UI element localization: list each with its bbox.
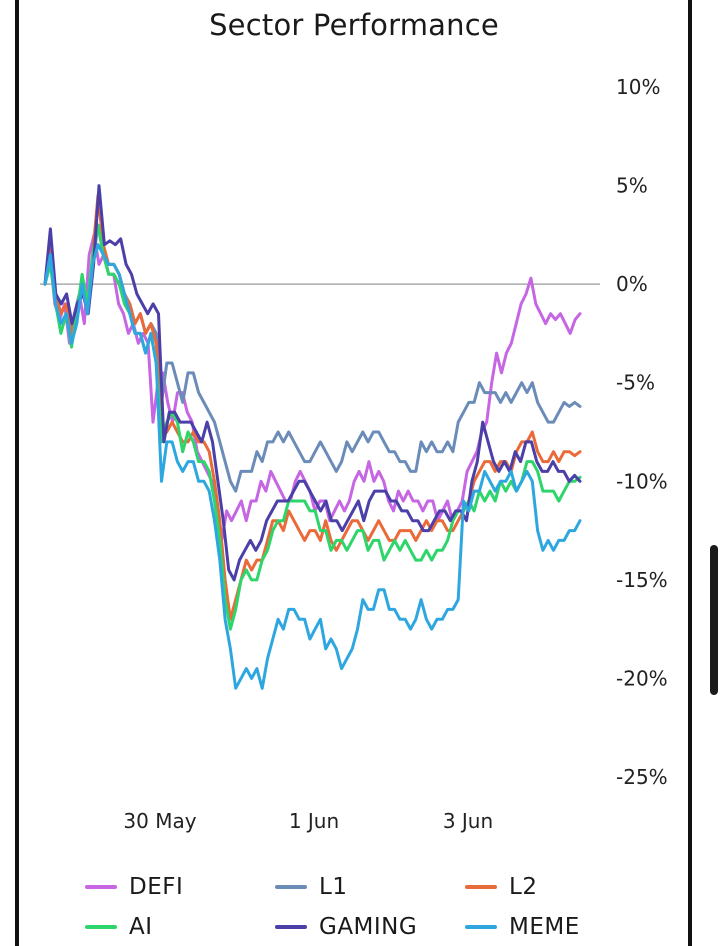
y-tick-label: 5% — [616, 174, 648, 198]
legend-item-ai[interactable]: AI — [85, 912, 275, 942]
x-tick-label: 3 Jun — [443, 809, 493, 833]
frame-left-border — [15, 0, 19, 946]
legend-swatch — [85, 925, 117, 929]
series-line-gaming — [43, 184, 582, 582]
legend-label: GAMING — [319, 914, 418, 940]
y-tick-label: 10% — [616, 75, 660, 99]
legend-label: DEFI — [129, 874, 184, 900]
legend-swatch — [275, 925, 307, 929]
chart-title: Sector Performance — [209, 8, 499, 42]
legend-item-defi[interactable]: DEFI — [85, 872, 275, 902]
legend-label: L1 — [319, 874, 348, 900]
legend-swatch — [465, 885, 497, 889]
y-tick-label: -15% — [616, 568, 668, 592]
series-line-meme — [43, 243, 582, 690]
frame-right-border — [688, 0, 692, 946]
x-tick-label: 1 Jun — [289, 809, 339, 833]
chart-legend: DEFI L1 L2 AI GAMING MEME — [85, 872, 605, 942]
legend-swatch — [465, 925, 497, 929]
legend-label: L2 — [509, 874, 538, 900]
legend-item-meme[interactable]: MEME — [465, 912, 605, 942]
legend-item-l1[interactable]: L1 — [275, 872, 465, 902]
legend-label: MEME — [509, 914, 580, 940]
legend-item-gaming[interactable]: GAMING — [275, 912, 465, 942]
line-chart: 10% 5% 0% -5% -10% -15% -20% -25% 30 May 1 Jun 3 J… — [40, 75, 668, 833]
legend-swatch — [275, 885, 307, 889]
series-line-ai — [43, 223, 582, 631]
series-line-l2 — [43, 193, 582, 621]
x-tick-label: 30 May — [123, 809, 196, 833]
legend-swatch — [85, 885, 117, 889]
y-tick-label: -20% — [616, 666, 668, 690]
y-tick-label: -10% — [616, 469, 668, 493]
legend-label: AI — [129, 914, 153, 940]
y-tick-label: -25% — [616, 765, 668, 789]
y-tick-label: 0% — [616, 272, 648, 296]
y-tick-label: -5% — [616, 371, 655, 395]
legend-item-l2[interactable]: L2 — [465, 872, 605, 902]
scrollbar[interactable] — [710, 545, 718, 695]
